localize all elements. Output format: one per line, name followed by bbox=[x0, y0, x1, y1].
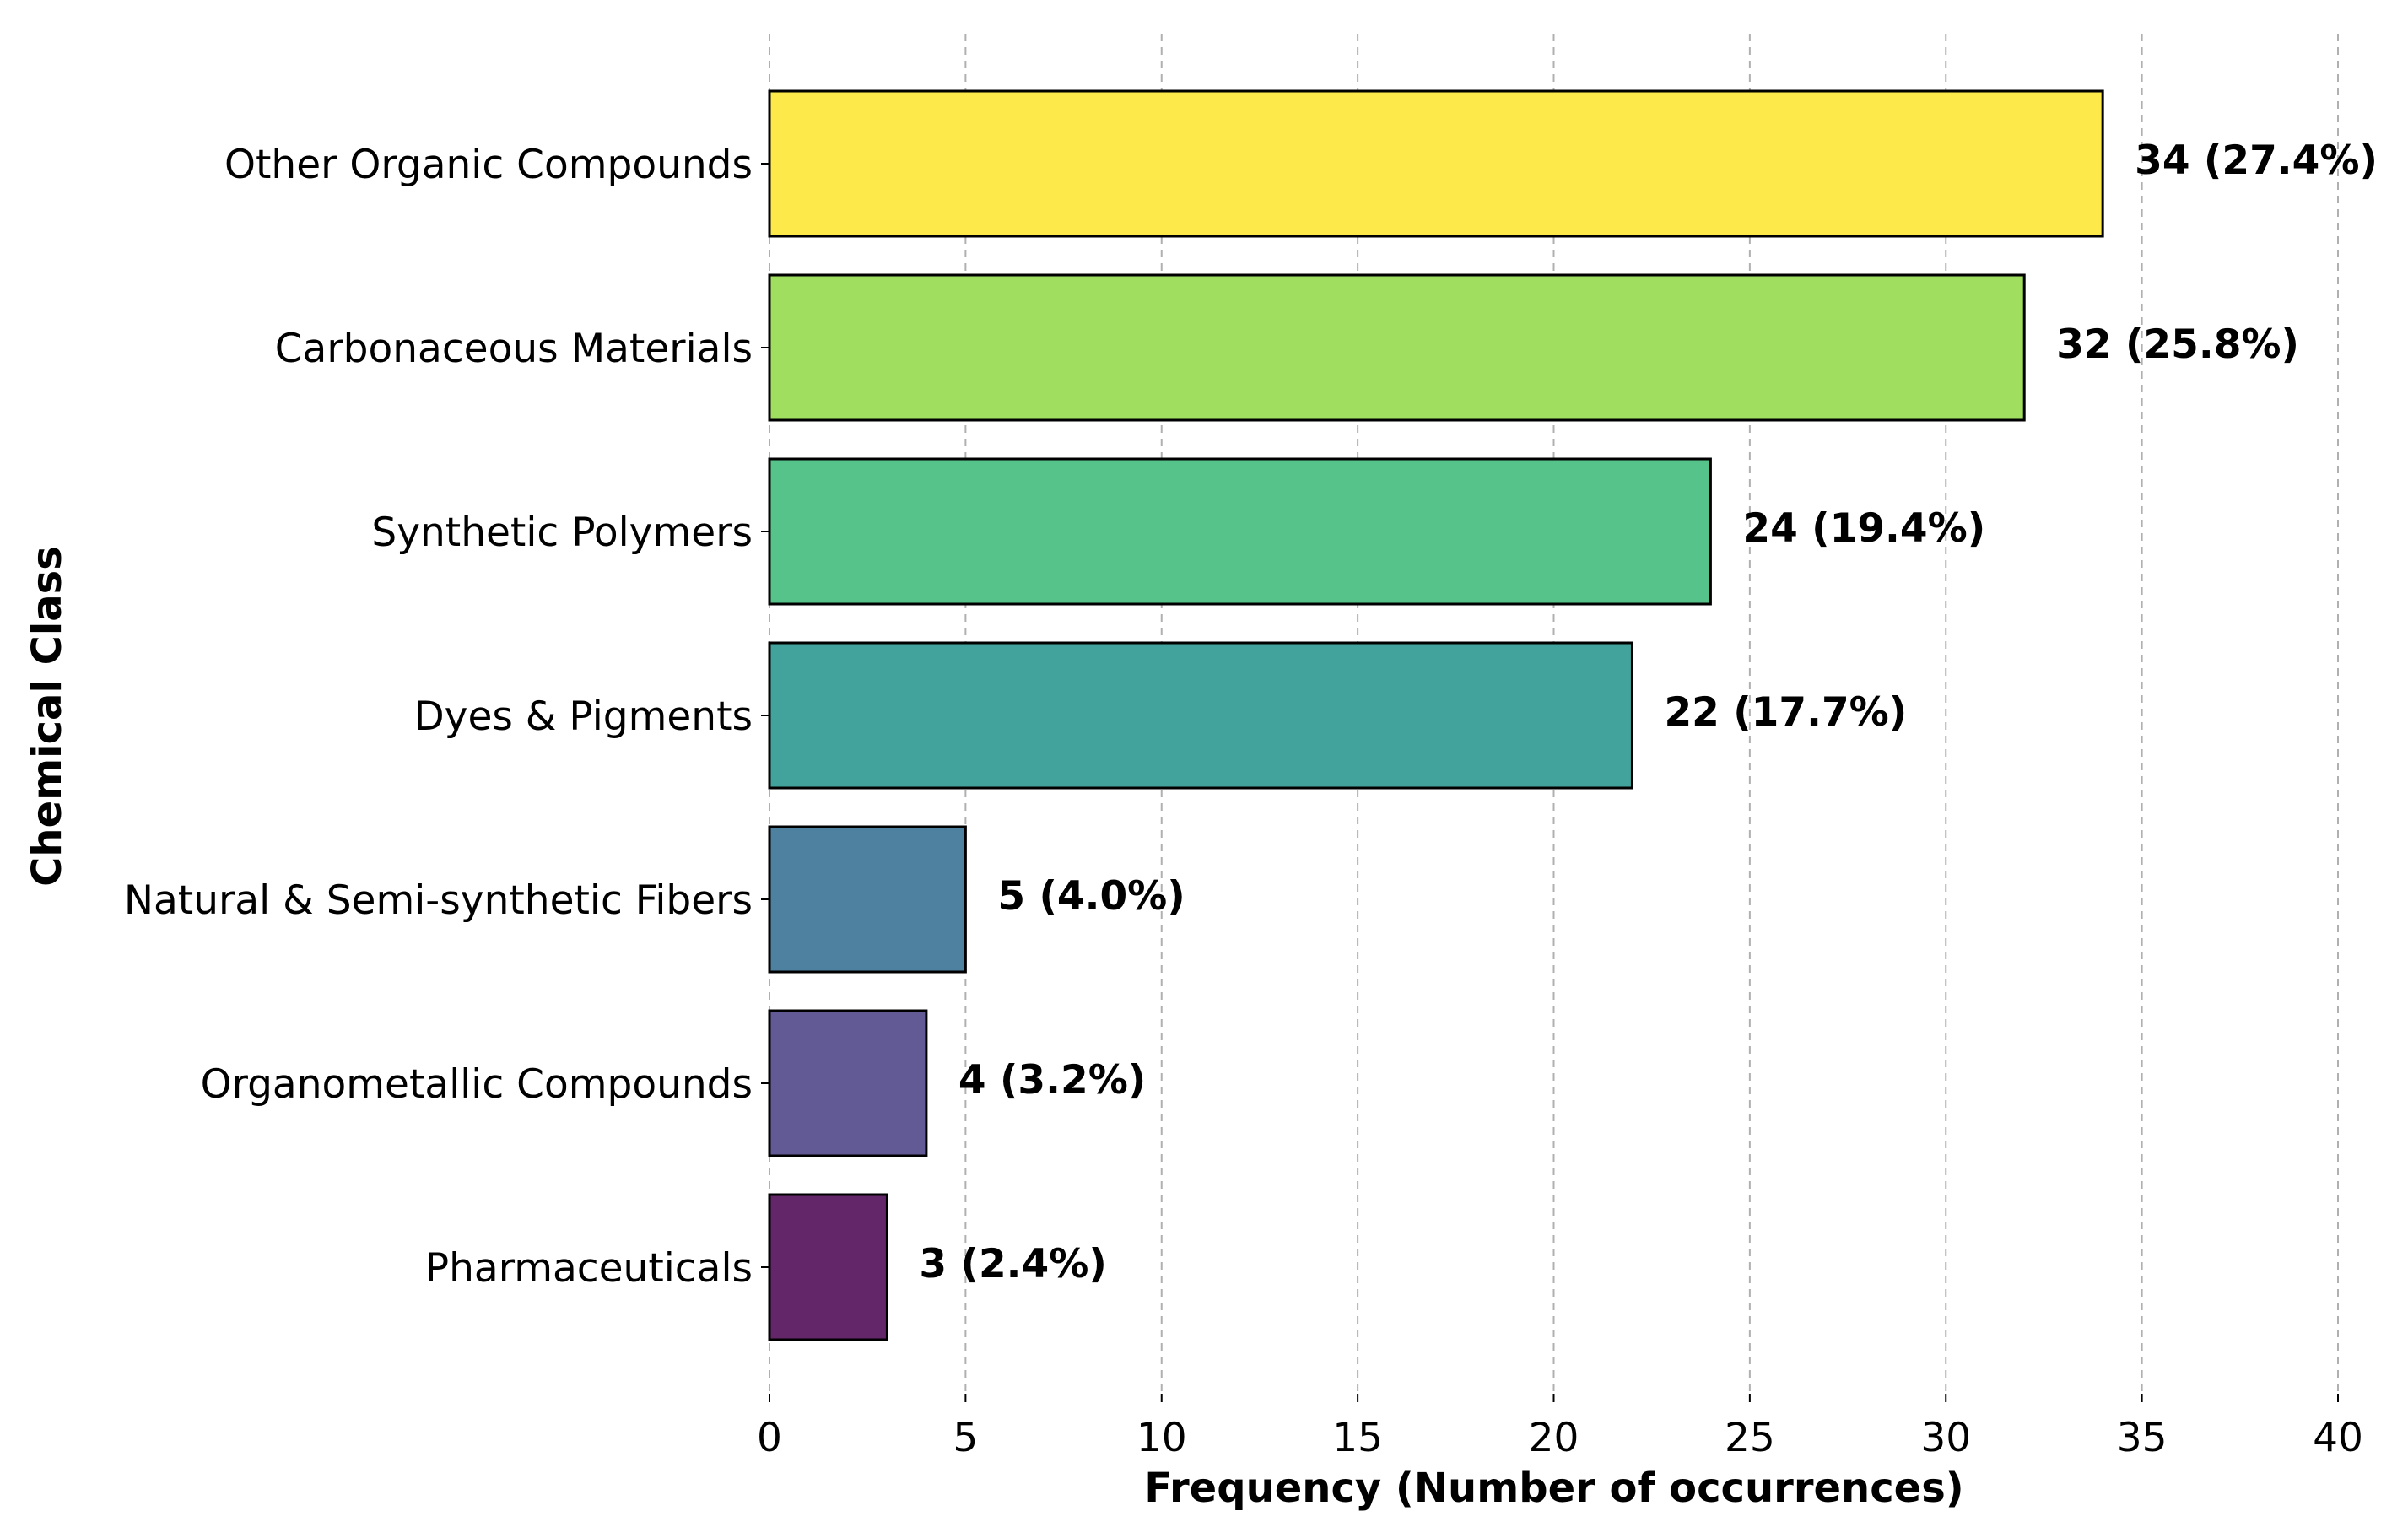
value-label-carbonaceous-materials: 32 (25.8%) bbox=[2056, 321, 2299, 368]
category-labels: Other Organic Compounds Carbonaceous Mate… bbox=[124, 142, 753, 1292]
x-axis-ticks: 0 5 10 15 20 25 30 35 40 bbox=[757, 1394, 2363, 1461]
category-label-dyes-pigments: Dyes & Pigments bbox=[413, 693, 753, 740]
category-label-organometallic-compounds: Organometallic Compounds bbox=[201, 1061, 753, 1108]
bar-dyes-pigments bbox=[768, 641, 1633, 790]
bar-other-organic-compounds bbox=[768, 89, 2104, 238]
x-tick-label-15: 15 bbox=[1332, 1415, 1383, 1461]
category-label-other-organic-compounds: Other Organic Compounds bbox=[224, 142, 753, 188]
bar-natural-semi-synthetic-fibers bbox=[768, 825, 967, 974]
value-label-organometallic-compounds: 4 (3.2%) bbox=[958, 1057, 1146, 1103]
y-axis-title: Chemical Class bbox=[24, 546, 71, 887]
x-tick-label-0: 0 bbox=[757, 1415, 782, 1461]
x-tick-label-10: 10 bbox=[1137, 1415, 1187, 1461]
bar-synthetic-polymers bbox=[768, 457, 1712, 606]
value-label-dyes-pigments: 22 (17.7%) bbox=[1664, 689, 1907, 736]
x-tick-label-30: 30 bbox=[1920, 1415, 1971, 1461]
x-tick-label-25: 25 bbox=[1725, 1415, 1775, 1461]
x-tick-label-40: 40 bbox=[2313, 1415, 2363, 1461]
category-label-pharmaceuticals: Pharmaceuticals bbox=[425, 1245, 753, 1292]
bar-pharmaceuticals bbox=[768, 1193, 888, 1341]
value-label-pharmaceuticals: 3 (2.4%) bbox=[919, 1241, 1106, 1287]
x-tick-label-35: 35 bbox=[2117, 1415, 2168, 1461]
category-label-carbonaceous-materials: Carbonaceous Materials bbox=[275, 326, 753, 372]
x-tick-label-5: 5 bbox=[953, 1415, 978, 1461]
bar-carbonaceous-materials bbox=[768, 273, 2026, 422]
bar-organometallic-compounds bbox=[768, 1009, 928, 1157]
x-axis-title: Frequency (Number of occurrences) bbox=[1144, 1465, 1963, 1512]
value-label-natural-semi-synthetic-fibers: 5 (4.0%) bbox=[997, 873, 1185, 920]
category-label-synthetic-polymers: Synthetic Polymers bbox=[371, 510, 753, 556]
value-label-synthetic-polymers: 24 (19.4%) bbox=[1742, 505, 1985, 552]
value-labels: 34 (27.4%) 32 (25.8%) 24 (19.4%) 22 (17.7%)… bbox=[919, 138, 2378, 1287]
x-tick-label-20: 20 bbox=[1529, 1415, 1579, 1461]
bars bbox=[761, 89, 2104, 1341]
value-label-other-organic-compounds: 34 (27.4%) bbox=[2135, 138, 2378, 184]
category-label-natural-semi-synthetic-fibers: Natural & Semi-synthetic Fibers bbox=[124, 877, 753, 924]
